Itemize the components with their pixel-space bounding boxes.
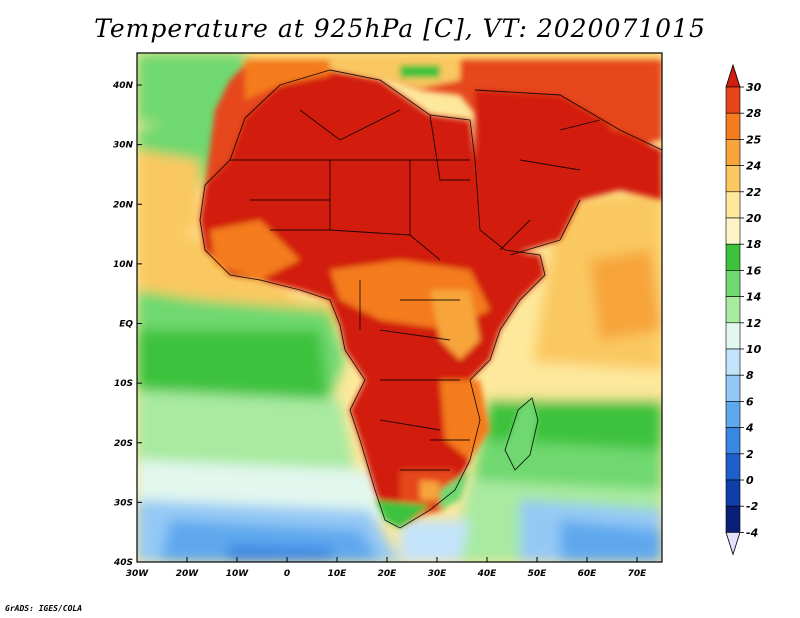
colorbar-label: -2 xyxy=(746,500,759,513)
lat-tick-label: 40S xyxy=(113,558,133,568)
colorbar-bin xyxy=(725,401,741,428)
colorbar-bin xyxy=(725,139,741,166)
colorbar-label: 14 xyxy=(746,291,761,304)
lon-tick-label: 30W xyxy=(126,569,150,579)
lat-tick-label: 10S xyxy=(114,379,133,389)
lon-tick-label: 10W xyxy=(226,569,250,579)
colorbar-bin xyxy=(725,165,741,193)
lat-tick-label: 10N xyxy=(113,260,134,270)
colorbar-label: 4 xyxy=(745,422,754,435)
colorbar-bin xyxy=(725,322,741,350)
lon-tick-label: 20E xyxy=(378,569,398,579)
colorbar-bin xyxy=(725,296,741,324)
colorbar-label: 30 xyxy=(746,81,762,94)
lon-tick-label: 20W xyxy=(176,569,200,579)
colorbar-bin xyxy=(725,191,741,219)
colorbar-label: 0 xyxy=(746,474,754,487)
colorbar-label: 2 xyxy=(746,448,754,461)
colorbar-label: 10 xyxy=(746,343,762,356)
lat-tick-label: 40N xyxy=(112,81,134,91)
lon-tick-label: 50E xyxy=(528,569,548,579)
lon-tick-label: 10E xyxy=(328,569,348,579)
colorbar-bin xyxy=(725,348,741,376)
lat-tick-label: EQ xyxy=(119,320,133,330)
colorbar-bin xyxy=(725,427,741,455)
colorbar-label: 18 xyxy=(746,238,762,251)
grads-credit: GrADS: IGES/COLA xyxy=(5,604,83,613)
colorbar-bin xyxy=(725,374,741,402)
colorbar-label: 8 xyxy=(746,369,754,382)
colorbar-label: 16 xyxy=(746,264,762,277)
lat-tick-label: 30N xyxy=(113,141,134,151)
lon-tick-label: 30E xyxy=(428,569,448,579)
temperature-field xyxy=(137,53,662,562)
colorbar-top-arrow xyxy=(725,63,741,88)
colorbar-label: 25 xyxy=(746,133,762,146)
colorbar-bin xyxy=(725,479,741,507)
axis-ticks: 30W 20W 10W 0 10E 20E 30E 40E 50E 60E 70E 40N 30N 20N… xyxy=(112,81,647,579)
colorbar-label: 12 xyxy=(746,317,762,330)
colorbar-bin xyxy=(725,243,741,271)
colorbar-label: 24 xyxy=(746,160,761,173)
colorbar-label: 28 xyxy=(746,107,762,120)
colorbar-bin xyxy=(725,453,741,481)
colorbar-bottom-arrow xyxy=(725,532,741,556)
temperature-map: 30W 20W 10W 0 10E 20E 30E 40E 50E 60E 70E 40N 30N 20N… xyxy=(112,52,762,579)
colorbar-bin xyxy=(725,86,741,114)
map-title: Temperature at 925hPa [C], VT: 202007101… xyxy=(94,14,706,43)
lon-tick-label: 0 xyxy=(284,569,290,579)
lat-tick-label: 20S xyxy=(114,439,133,449)
colorbar-bin xyxy=(725,112,741,140)
colorbar-label: 20 xyxy=(746,212,762,225)
lon-tick-label: 40E xyxy=(477,569,498,579)
colorbar-label: -4 xyxy=(746,526,758,539)
colorbar-bin xyxy=(725,270,741,297)
colorbar-label: 22 xyxy=(746,186,762,199)
lat-tick-label: 30S xyxy=(114,498,133,508)
colorbar-bin xyxy=(725,505,741,533)
lon-tick-label: 70E xyxy=(628,569,648,579)
colorbar-bin xyxy=(725,217,741,245)
lon-tick-label: 60E xyxy=(578,569,598,579)
colorbar-label: 6 xyxy=(746,395,754,408)
lat-tick-label: 20N xyxy=(113,200,134,210)
map-frame xyxy=(136,52,663,563)
